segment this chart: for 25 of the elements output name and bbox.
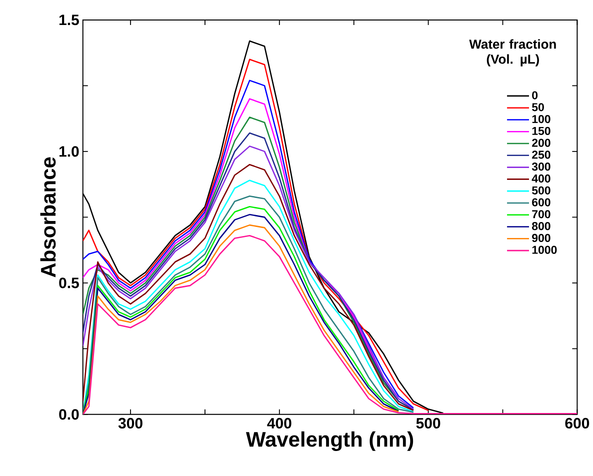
x-tick-label: 500: [416, 418, 440, 428]
x-tick-label: 400: [267, 418, 292, 428]
legend-label: 600: [532, 198, 550, 206]
legend-label: 900: [532, 234, 550, 242]
legend-title: Water fraction (Vol. µL): [469, 39, 556, 66]
legend-label: 700: [532, 210, 550, 218]
legend-label: 1000: [532, 246, 557, 254]
x-tick-label: 600: [565, 418, 590, 428]
y-tick-label: 1.0: [59, 146, 79, 157]
legend-label: 400: [532, 174, 550, 182]
legend-label: 500: [532, 186, 550, 194]
legend-label: 200: [532, 138, 550, 147]
y-tick-label: 1.5: [59, 14, 79, 26]
legend-label: 300: [532, 162, 550, 171]
legend-label: 100: [532, 114, 550, 123]
x-axis-title: Wavelength (nm): [246, 431, 414, 451]
legend-label: 150: [532, 126, 550, 135]
legend-label: 0: [532, 91, 538, 100]
x-tick-label: 300: [118, 418, 142, 428]
y-axis-title: Absorbance: [40, 157, 56, 278]
legend-label: 50: [532, 102, 544, 112]
legend-label: 250: [532, 150, 550, 159]
y-tick-label: 0.5: [59, 277, 79, 288]
legend-label: 800: [532, 222, 550, 230]
y-tick-label: 0.0: [59, 408, 79, 420]
